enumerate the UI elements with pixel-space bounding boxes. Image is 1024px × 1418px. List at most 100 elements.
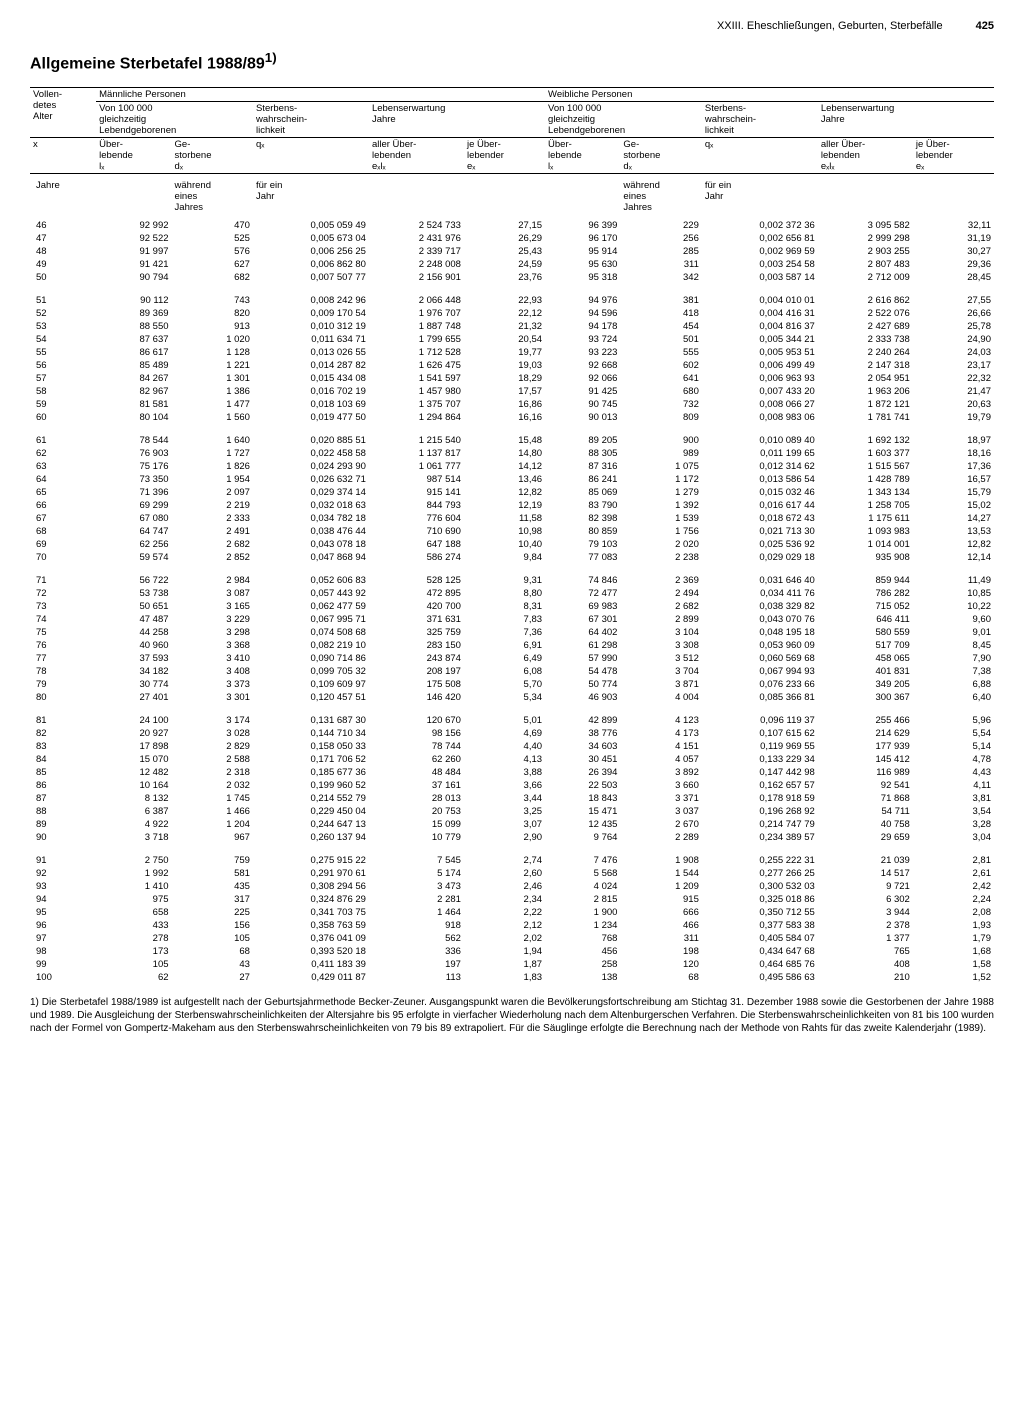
- cell: 0,005 059 49: [253, 219, 369, 232]
- cell: 5,01: [464, 714, 545, 727]
- cell: 16,86: [464, 398, 545, 411]
- cell: 2 524 733: [369, 219, 464, 232]
- cell: 2 616 862: [818, 294, 913, 307]
- cell: 4 024: [545, 880, 620, 893]
- cell: 1 061 777: [369, 460, 464, 473]
- cell: 78: [30, 665, 96, 678]
- cell: 5,14: [913, 740, 994, 753]
- table-row: 5882 9671 3860,016 702 191 457 98017,579…: [30, 385, 994, 398]
- cell: 0,006 963 93: [702, 372, 818, 385]
- table-row: 5981 5811 4770,018 103 691 375 70716,869…: [30, 398, 994, 411]
- cell: 92 541: [818, 779, 913, 792]
- cell: 30 774: [96, 678, 171, 691]
- cell: 24 100: [96, 714, 171, 727]
- cell: 466: [620, 919, 701, 932]
- cell: 92 066: [545, 372, 620, 385]
- cell: 53: [30, 320, 96, 333]
- cell: 1,94: [464, 945, 545, 958]
- cell: 86 241: [545, 473, 620, 486]
- table-row: 5190 1127430,008 242 962 066 44822,9394 …: [30, 294, 994, 307]
- cell: 0,090 714 86: [253, 652, 369, 665]
- cell: 80 859: [545, 525, 620, 538]
- cell: 17,36: [913, 460, 994, 473]
- cell: 0,006 862 80: [253, 258, 369, 271]
- table-row: 972781050,376 041 095622,027683110,405 5…: [30, 932, 994, 945]
- cell: 311: [620, 258, 701, 271]
- cell: 96: [30, 919, 96, 932]
- cell: 25,43: [464, 245, 545, 258]
- cell: 15 471: [545, 805, 620, 818]
- cell: 2 281: [369, 893, 464, 906]
- cell: 1 544: [620, 867, 701, 880]
- cell: 2 066 448: [369, 294, 464, 307]
- col-m-gest: Ge- storbene dₓ: [172, 138, 253, 174]
- cell: 915 141: [369, 486, 464, 499]
- cell: 116 989: [818, 766, 913, 779]
- cell: 0,109 609 97: [253, 678, 369, 691]
- cell: 56: [30, 359, 96, 372]
- cell: 208 197: [369, 665, 464, 678]
- cell: 2 431 976: [369, 232, 464, 245]
- cell: 317: [172, 893, 253, 906]
- cell: 85: [30, 766, 96, 779]
- cell: 0,214 552 79: [253, 792, 369, 805]
- unit-f-wahrend: während eines Jahres: [620, 174, 701, 220]
- cell: 2,46: [464, 880, 545, 893]
- cell: 0,277 266 25: [702, 867, 818, 880]
- cell: 3 944: [818, 906, 913, 919]
- cell: 2,34: [464, 893, 545, 906]
- cell: 0,043 070 76: [702, 613, 818, 626]
- cell: 0,162 657 57: [702, 779, 818, 792]
- cell: 1 392: [620, 499, 701, 512]
- cell: 6,91: [464, 639, 545, 652]
- cell: 283 150: [369, 639, 464, 652]
- cell: 0,002 372 36: [702, 219, 818, 232]
- cell: 658: [96, 906, 171, 919]
- cell: 8,31: [464, 600, 545, 613]
- cell: 1 626 475: [369, 359, 464, 372]
- cell: 0,004 416 31: [702, 307, 818, 320]
- cell: 96 399: [545, 219, 620, 232]
- cell: 0,393 520 18: [253, 945, 369, 958]
- cell: 22,32: [913, 372, 994, 385]
- cell: 1 781 741: [818, 411, 913, 424]
- cell: 0,005 344 21: [702, 333, 818, 346]
- cell: 95 630: [545, 258, 620, 271]
- cell: 62: [30, 447, 96, 460]
- cell: 99: [30, 958, 96, 971]
- table-row: 6669 2992 2190,032 018 63844 79312,1983 …: [30, 499, 994, 512]
- cell: 918: [369, 919, 464, 932]
- cell: 0,358 763 59: [253, 919, 369, 932]
- unit-m-wahrend: während eines Jahres: [172, 174, 253, 220]
- cell: 69 299: [96, 499, 171, 512]
- cell: 2 032: [172, 779, 253, 792]
- cell: 1 428 789: [818, 473, 913, 486]
- cell: 2 427 689: [818, 320, 913, 333]
- cell: 809: [620, 411, 701, 424]
- cell: 300 367: [818, 691, 913, 704]
- cell: 72 477: [545, 587, 620, 600]
- cell: 1,68: [913, 945, 994, 958]
- cell: 7,38: [913, 665, 994, 678]
- cell: 145 412: [818, 753, 913, 766]
- cell: 1 541 597: [369, 372, 464, 385]
- cell: 94 596: [545, 307, 620, 320]
- cell: 1 826: [172, 460, 253, 473]
- col-f-qx: qₓ: [702, 138, 818, 174]
- cell: 0,229 450 04: [253, 805, 369, 818]
- cell: 23,17: [913, 359, 994, 372]
- cell: 87: [30, 792, 96, 805]
- cell: 0,003 587 14: [702, 271, 818, 284]
- cell: 3 229: [172, 613, 253, 626]
- table-row: 4991 4216270,006 862 802 248 00824,5995 …: [30, 258, 994, 271]
- cell: 65: [30, 486, 96, 499]
- cell: 66: [30, 499, 96, 512]
- cell: 325 759: [369, 626, 464, 639]
- cell: 74: [30, 613, 96, 626]
- cell: 1 908: [620, 854, 701, 867]
- cell: 15 099: [369, 818, 464, 831]
- cell: 8 132: [96, 792, 171, 805]
- cell: 0,144 710 34: [253, 727, 369, 740]
- cell: 14,12: [464, 460, 545, 473]
- table-row: 6767 0802 3330,034 782 18776 60411,5882 …: [30, 512, 994, 525]
